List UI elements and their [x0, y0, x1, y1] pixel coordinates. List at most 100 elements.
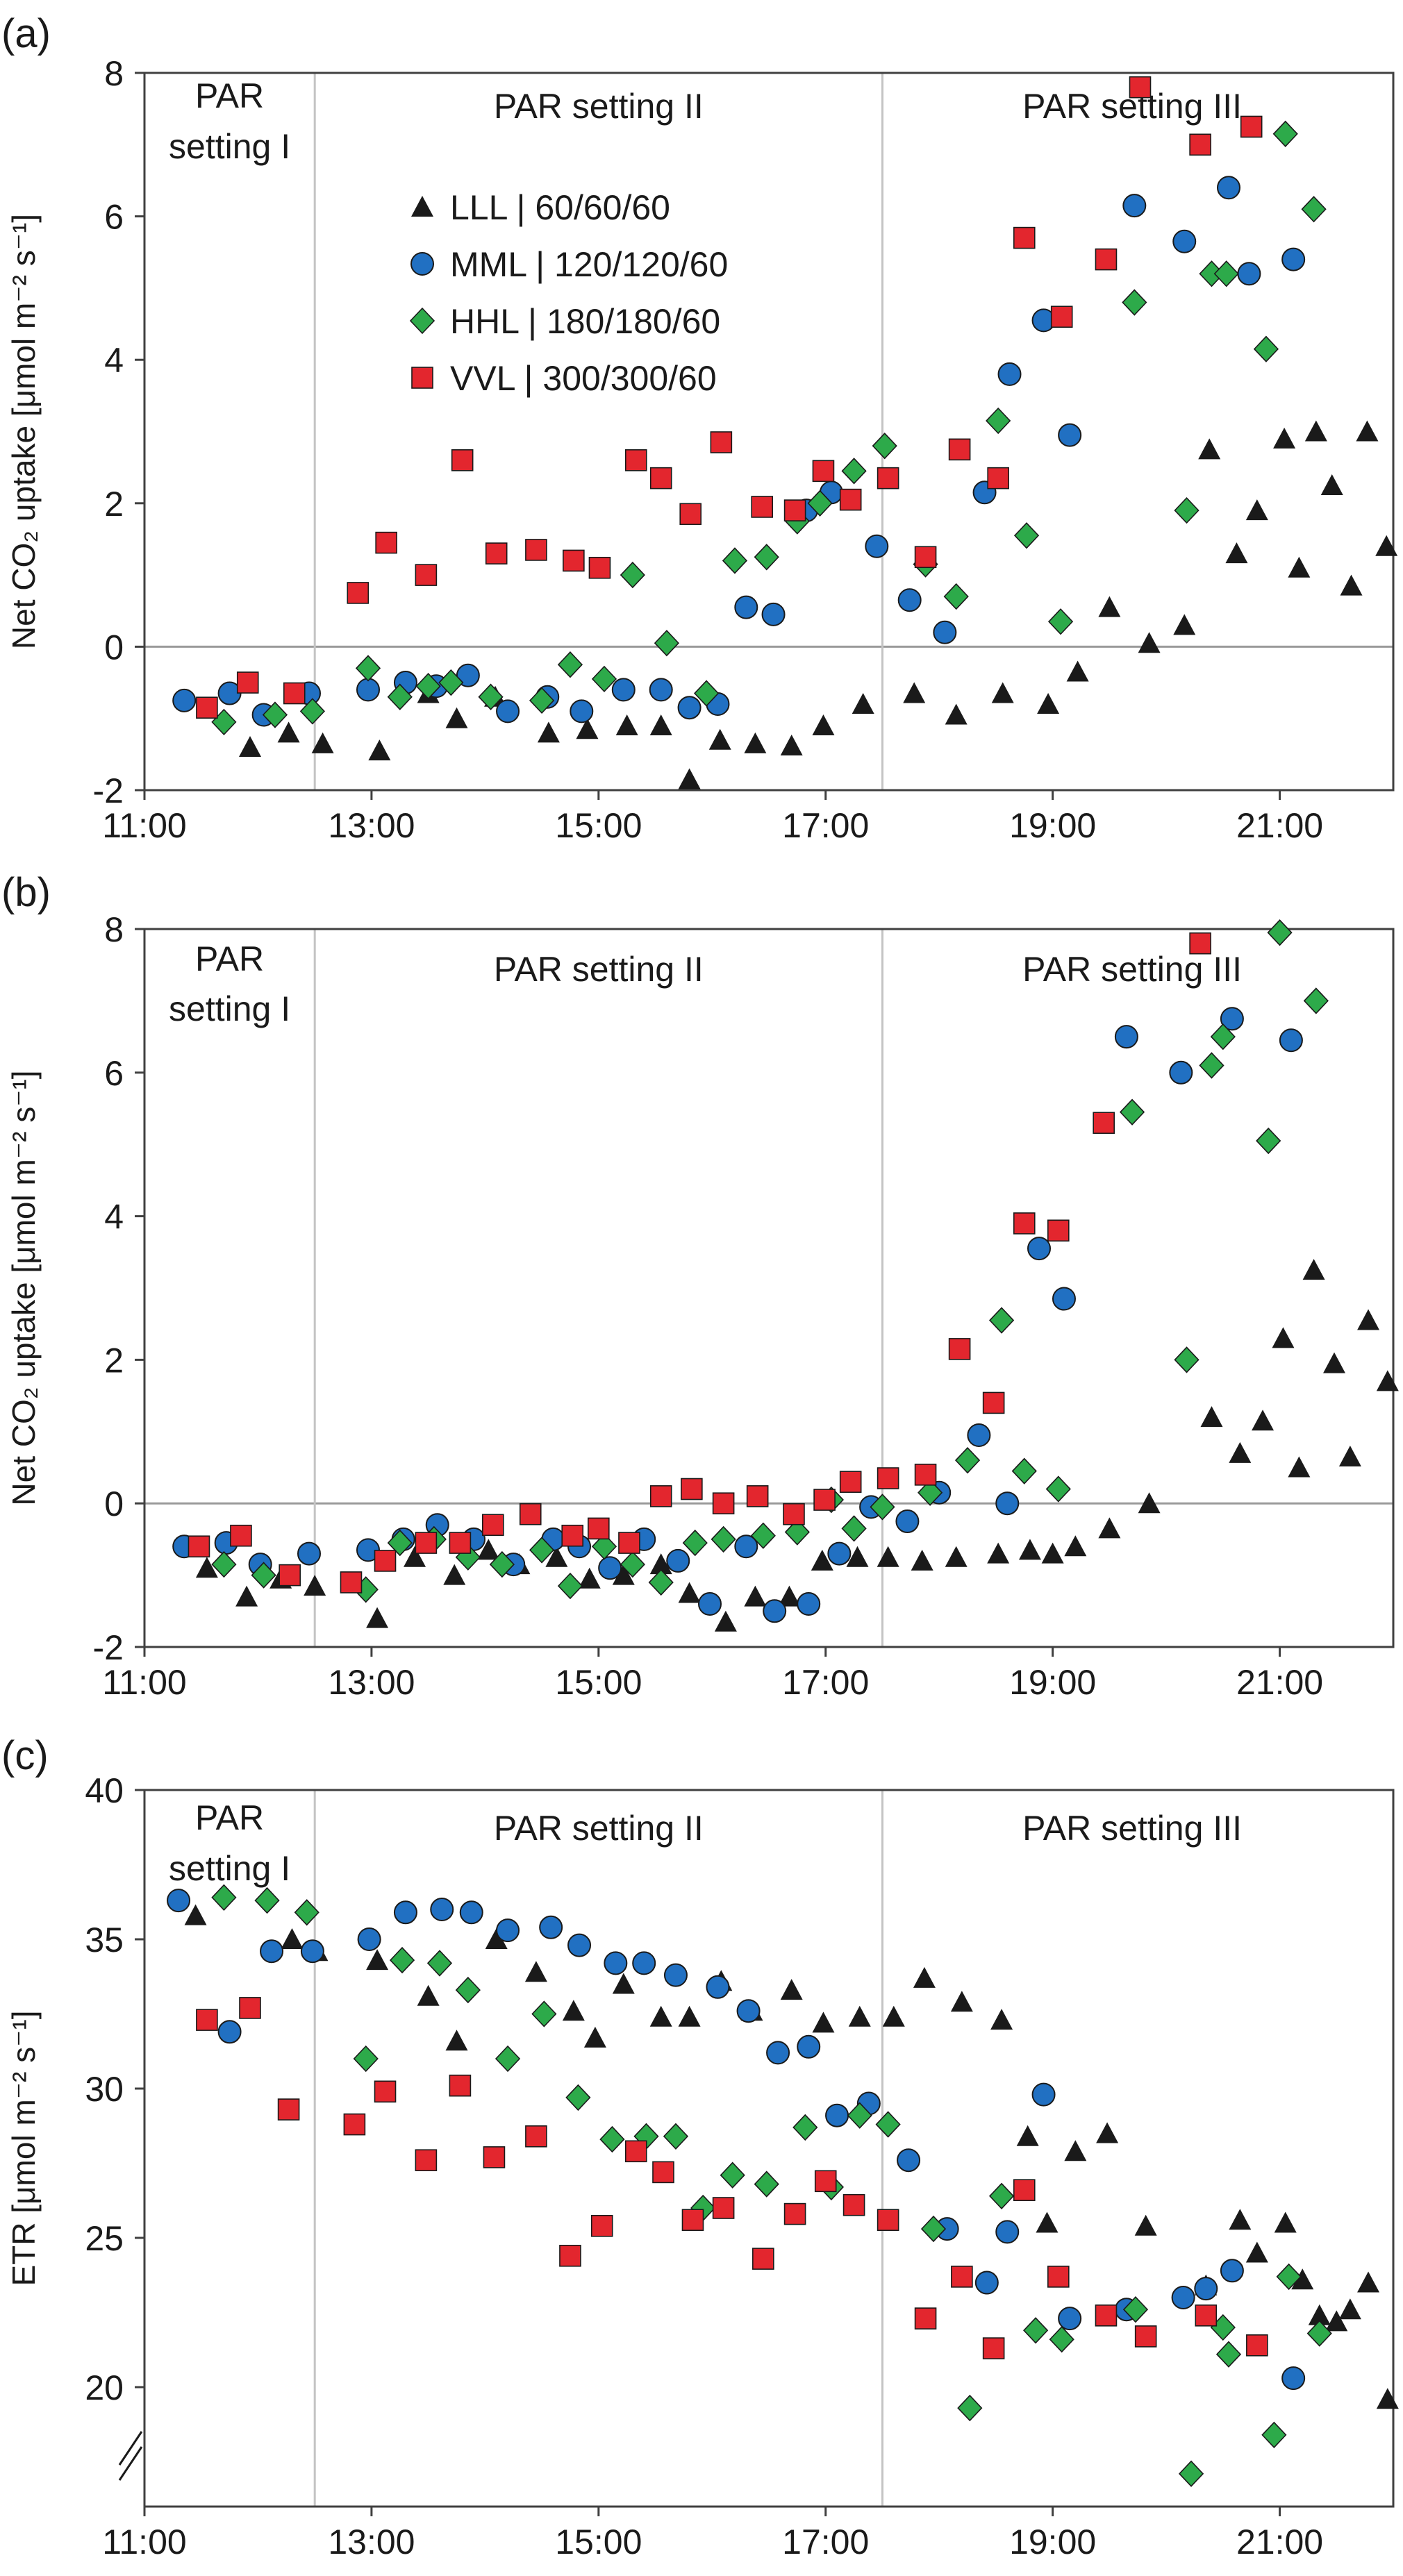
circle-point — [995, 2220, 1020, 2244]
circle-point — [1052, 1287, 1076, 1311]
square-point — [1013, 226, 1036, 249]
diamond-point — [565, 2084, 591, 2111]
circle-point — [297, 1541, 322, 1566]
circle-point — [357, 1927, 381, 1951]
diamond-point — [415, 673, 441, 700]
diamond-point — [1013, 522, 1040, 549]
diamond-point — [495, 2045, 521, 2073]
square-point — [590, 2215, 613, 2237]
triangle-point — [537, 721, 560, 743]
diamond-point — [720, 2161, 745, 2189]
diamond-point — [529, 1537, 555, 1564]
series-circle — [172, 176, 1306, 727]
diamond-point — [750, 1522, 776, 1549]
circle-point — [698, 1591, 722, 1616]
diamond-point — [1119, 1098, 1145, 1126]
y-tick-label: 35 — [85, 1921, 124, 1959]
diamond-point — [1261, 2421, 1287, 2448]
circle-point — [766, 2041, 790, 2065]
circle-point — [825, 2103, 849, 2127]
square-point — [877, 1467, 899, 1489]
triangle-point — [714, 1610, 737, 1632]
square-point — [618, 1532, 640, 1554]
triangle-point — [1273, 427, 1296, 449]
triangle-point — [366, 1949, 389, 1971]
triangle-point — [562, 2000, 585, 2021]
x-tick-label: 11:00 — [102, 1663, 186, 1702]
triangle-point — [281, 1928, 304, 1949]
diamond-point — [355, 655, 381, 682]
axis-break-mark — [118, 2431, 143, 2466]
triangle-point — [987, 1542, 1010, 1564]
square-point — [525, 2125, 547, 2148]
diamond-point — [531, 2000, 557, 2027]
triangle-point — [612, 1973, 635, 1994]
triangle-point — [404, 1546, 426, 1567]
par-setting-text: setting I — [169, 1849, 290, 1888]
diamond-point — [1045, 1475, 1071, 1503]
square-point — [283, 682, 306, 705]
square-point — [839, 488, 862, 511]
triangle-point — [1338, 2298, 1361, 2320]
circle-point — [895, 1509, 920, 1534]
square-point — [914, 1464, 937, 1486]
triangle-point — [945, 1546, 968, 1567]
triangle-point — [945, 703, 968, 725]
par-setting-text: PAR setting II — [494, 950, 704, 989]
series-diamond — [211, 1884, 1332, 2487]
square-point — [1095, 248, 1118, 271]
circle-point — [1220, 2259, 1244, 2283]
triangle-point — [1376, 2388, 1399, 2409]
square-point — [415, 564, 438, 586]
triangle-point — [612, 1564, 635, 1585]
x-tick-label: 17:00 — [782, 2523, 869, 2561]
diamond-point — [426, 1950, 453, 1977]
diamond-point — [591, 1533, 617, 1560]
square-point — [624, 449, 647, 471]
circle-point — [761, 602, 786, 626]
square-point — [1095, 2305, 1118, 2327]
diamond-point — [807, 490, 833, 517]
diamond-point — [1011, 1457, 1037, 1484]
triangle-point — [1018, 1539, 1041, 1560]
circle-point — [496, 1918, 520, 1943]
diamond-point — [663, 2123, 689, 2150]
diamond-point — [920, 2215, 947, 2243]
square-point — [752, 2248, 774, 2270]
triangle-point — [991, 682, 1014, 703]
diamond-point — [1301, 196, 1327, 223]
circle-point — [604, 1951, 628, 1975]
square-point — [783, 499, 806, 521]
y-tick-label: 40 — [85, 1771, 124, 1810]
square-point — [951, 2266, 973, 2288]
triangle-point — [811, 1549, 833, 1571]
diamond-point — [1215, 2341, 1242, 2368]
square-point — [712, 1492, 735, 1514]
y-tick-label: 0 — [104, 1484, 124, 1523]
triangle-point — [852, 693, 874, 714]
y-tick-label: -2 — [93, 1628, 124, 1667]
diamond-point — [918, 1479, 943, 1506]
diamond-point — [529, 687, 555, 714]
square-point — [588, 1517, 610, 1540]
circle-point — [967, 1423, 991, 1447]
diamond-point — [1122, 2296, 1149, 2323]
circle-point — [598, 1556, 622, 1580]
triangle-point — [812, 714, 835, 736]
triangle-point — [708, 728, 731, 750]
circle-point — [496, 699, 520, 724]
triangle-point — [1320, 474, 1343, 495]
circle-point — [865, 534, 889, 558]
triangle-point — [1037, 693, 1060, 714]
diamond-point — [792, 2114, 818, 2141]
circle-point — [1194, 2277, 1218, 2301]
diamond-point — [943, 583, 969, 610]
square-point — [712, 2197, 735, 2219]
triangle-point — [485, 1928, 508, 1949]
triangle-point — [848, 2005, 871, 2027]
y-tick-label: -2 — [93, 771, 124, 810]
circle-point — [300, 1939, 324, 1964]
circle-point — [1172, 229, 1197, 253]
triangle-point — [445, 707, 468, 728]
par-setting-text: setting I — [169, 127, 290, 166]
